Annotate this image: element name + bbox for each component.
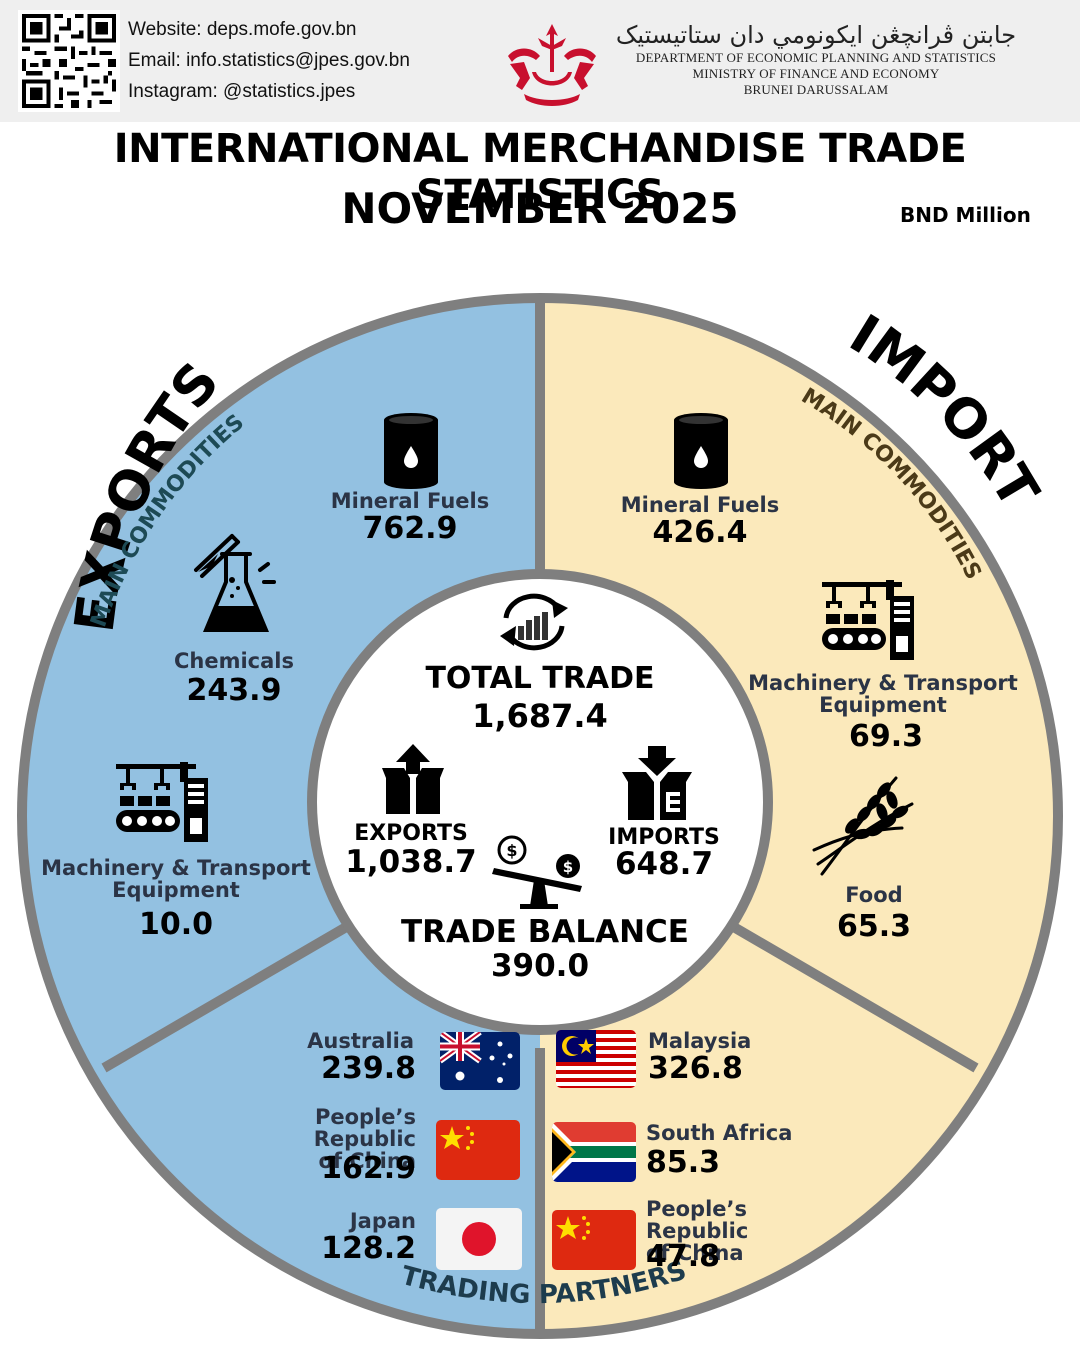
- import-food-label: Food: [845, 883, 903, 907]
- trade-balance-value: 390.0: [490, 948, 590, 984]
- export-partner-china-label-line1: People’s Republic: [313, 1105, 416, 1151]
- center-imports-label: IMPORTS: [608, 825, 720, 850]
- department-name: جابتن ڤرانچڠن ايكونومي دان ستاتيستيک DEP…: [600, 20, 1032, 98]
- import-partner-south-africa-value: 85.3: [646, 1145, 721, 1180]
- export-mineral-fuels-label: Mineral Fuels: [330, 489, 490, 513]
- svg-text:$: $: [506, 841, 517, 860]
- imports-half: [540, 298, 1058, 1334]
- export-partner-china-value: 162.9: [321, 1151, 416, 1186]
- chemical-flask-icon: [194, 534, 276, 632]
- import-machinery-label-line1: Machinery & Transport: [748, 671, 1018, 695]
- center-circle: [307, 569, 773, 1035]
- export-machinery-value: 10.0: [138, 907, 214, 942]
- department-line-1: DEPARTMENT OF ECONOMIC PLANNING AND STAT…: [635, 50, 997, 65]
- import-partner-china-label-line2: of China: [646, 1241, 744, 1265]
- total-trade-label: TOTAL TRADE: [425, 661, 655, 696]
- malaysia-flag-icon: [556, 1030, 636, 1088]
- export-partner-china-label: People’s Republic of China: [216, 1106, 416, 1172]
- wheat-icon: [812, 776, 914, 876]
- email-link[interactable]: Email: info.statistics@jpes.gov.bn: [128, 50, 410, 71]
- import-partner-china-value: 47.8: [646, 1239, 721, 1274]
- svg-text:$: $: [563, 858, 573, 876]
- import-mineral-fuels-label: Mineral Fuels: [620, 493, 780, 517]
- export-partner-australia-label: Australia: [307, 1029, 414, 1053]
- page-title: INTERNATIONAL MERCHANDISE TRADE STATISTI…: [113, 126, 967, 218]
- contact-info: Website: deps.mofe.gov.bn Email: info.st…: [128, 14, 410, 107]
- factory-machinery-icon: [822, 580, 914, 660]
- department-jawi: جابتن ڤرانچڠن ايكونومي دان ستاتيستيک: [615, 21, 1017, 49]
- import-food-value: 65.3: [836, 909, 912, 944]
- center-exports-label: EXPORTS: [354, 821, 468, 846]
- export-box-icon: [382, 744, 444, 814]
- import-box-icon: [622, 746, 692, 820]
- import-machinery-label-line2: Equipment: [819, 693, 947, 717]
- department-line-2: MINISTRY OF FINANCE AND ECONOMY: [692, 66, 940, 81]
- total-trade-value: 1,687.4: [472, 697, 608, 735]
- oil-barrel-icon: [384, 413, 438, 489]
- instagram-link[interactable]: Instagram: @statistics.jpes: [128, 81, 356, 102]
- center-imports-value: 648.7: [614, 846, 714, 882]
- unit-label: BND Million: [900, 203, 1031, 227]
- south-africa-flag-icon: [552, 1122, 636, 1182]
- import-machinery-value: 69.3: [848, 719, 924, 754]
- export-partner-china-label-line2: of China: [318, 1149, 416, 1173]
- department-line-3: BRUNEI DARUSSALAM: [743, 82, 889, 97]
- import-machinery-label: Machinery & Transport Equipment: [742, 672, 1024, 716]
- factory-machinery-icon: [116, 762, 208, 842]
- balance-scale-icon: $ $: [492, 835, 582, 909]
- trade-balance-label: TRADE BALANCE: [401, 914, 689, 950]
- import-partner-south-africa-label: South Africa: [646, 1121, 793, 1145]
- export-chemicals-label: Chemicals: [173, 649, 294, 673]
- export-machinery-label-line1: Machinery & Transport: [41, 856, 311, 880]
- australia-flag-icon: [440, 1032, 520, 1090]
- china-flag-icon: [552, 1210, 636, 1270]
- import-partner-malaysia-value: 326.8: [648, 1051, 743, 1086]
- header-bar: Website: deps.mofe.gov.bn Email: info.st…: [0, 0, 1080, 122]
- export-mineral-fuels-value: 762.9: [362, 511, 458, 546]
- import-mineral-fuels-value: 426.4: [652, 515, 748, 550]
- center-exports-value: 1,038.7: [345, 844, 477, 880]
- china-flag-icon: [436, 1120, 520, 1180]
- oil-barrel-icon: [674, 413, 728, 489]
- export-chemicals-value: 243.9: [186, 673, 282, 708]
- export-machinery-label: Machinery & Transport Equipment: [30, 857, 322, 901]
- import-partner-malaysia-label: Malaysia: [648, 1029, 752, 1053]
- exports-half: [22, 298, 540, 1334]
- qr-code-icon[interactable]: [18, 10, 120, 112]
- import-partner-china-label: People’s Republic of China: [646, 1198, 846, 1264]
- import-partner-china-label-line1: People’s Republic: [646, 1197, 749, 1243]
- period-title: NOVEMBER 2025: [341, 184, 739, 233]
- export-partner-japan-value: 128.2: [321, 1231, 416, 1266]
- export-partner-australia-value: 239.8: [321, 1051, 416, 1086]
- website-link[interactable]: Website: deps.mofe.gov.bn: [128, 19, 357, 40]
- brunei-crest-logo: [508, 24, 596, 106]
- export-machinery-label-line2: Equipment: [112, 878, 240, 902]
- japan-flag-icon: [436, 1208, 522, 1270]
- trade-cycle-icon: [500, 593, 568, 651]
- export-partner-japan-label: Japan: [349, 1209, 416, 1233]
